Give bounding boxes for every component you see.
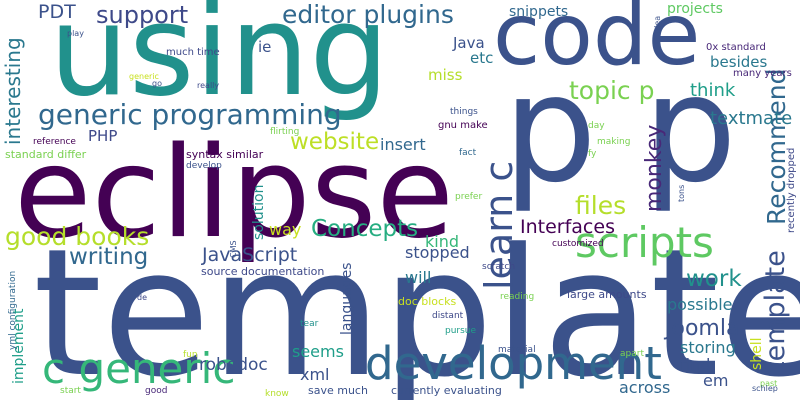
word-xml: xml	[300, 365, 330, 384]
word-development: development	[365, 337, 662, 390]
word-making: making	[597, 137, 631, 147]
word-large-amounts: large amounts	[567, 288, 647, 301]
word-interfaces: Interfaces	[520, 216, 615, 238]
word-fact: fact	[459, 148, 477, 158]
word-generic-programming: generic programming	[38, 98, 342, 131]
word-start: start	[60, 386, 81, 396]
word-kind: kind	[425, 232, 460, 251]
word-way: way	[269, 220, 302, 239]
word-work: work	[686, 266, 742, 292]
word-java: Java	[453, 34, 485, 52]
word-gnu-make: gnu make	[438, 120, 488, 131]
word-customized: customized	[552, 239, 604, 249]
word-insert: insert	[380, 135, 426, 154]
word-pursue: pursue	[445, 326, 477, 336]
word-de: de	[137, 293, 147, 302]
word-php: PHP	[88, 127, 118, 145]
word-0x-standard: 0x standard	[706, 42, 766, 53]
word-yml-configuration: yml configuration	[8, 270, 18, 350]
word-stopped: stopped	[405, 243, 470, 262]
word-p-first: p	[503, 43, 597, 215]
word-reference: reference	[33, 137, 76, 147]
word-miss: miss	[428, 66, 463, 84]
word-generic-small: generic	[129, 72, 159, 81]
word-monkey: monkey	[642, 124, 667, 212]
word-seems: seems	[292, 342, 344, 361]
word-template-vertical: template	[760, 250, 791, 372]
word-day: day	[588, 121, 605, 131]
word-much-time: much time	[166, 47, 220, 58]
word-distant: distant	[432, 311, 464, 321]
word-develop: develop	[186, 161, 222, 171]
word-solution: solution	[251, 184, 267, 240]
word-possible: possible	[667, 295, 733, 314]
word-support: support	[96, 1, 189, 29]
word-storing: storing	[680, 338, 736, 357]
word-play: play	[67, 29, 84, 38]
word-think: think	[690, 80, 736, 101]
word-syntax-similar: syntax similar	[186, 148, 264, 161]
word-snippets: snippets	[509, 4, 569, 20]
word-fun: fun	[183, 350, 198, 360]
word-recently-dropped: recently dropped	[786, 147, 797, 233]
word-material: material	[498, 345, 536, 355]
word-good-books: good books	[5, 222, 150, 251]
word-joomla: Joomla	[665, 316, 740, 341]
word-template-large: template	[33, 211, 800, 400]
word-etc: etc	[470, 49, 494, 67]
word-good: good	[145, 386, 168, 396]
word-idea: idea	[653, 15, 662, 33]
word-tons: tons	[677, 184, 686, 202]
word-website: website	[290, 129, 380, 155]
word-languages: languages	[339, 262, 355, 335]
word-tear: tear	[300, 319, 319, 329]
word-p-second: p	[643, 43, 737, 215]
word-save-much: save much	[308, 384, 368, 397]
word-files: files	[575, 191, 627, 220]
word-using: using	[49, 0, 390, 124]
word-many-years: many years	[733, 68, 792, 79]
word-concepts: Concepts	[311, 216, 419, 242]
word-topic-p: topic p	[569, 76, 655, 105]
word-scratch: scratch	[482, 262, 516, 272]
word-em: em	[703, 371, 729, 390]
word-ie: ie	[258, 38, 272, 56]
word-eclipse: eclipse	[14, 119, 454, 266]
word-prefer: prefer	[455, 192, 483, 202]
word-textmate: textmate	[710, 108, 793, 129]
word-editor-plugins: editor plugins	[282, 0, 454, 29]
word-c-generic: c generic	[42, 344, 236, 393]
word-shell: shell	[749, 337, 765, 370]
word-besides: besides	[710, 53, 768, 71]
word-scripts: scripts	[575, 218, 714, 267]
word-robodoc: robodoc	[199, 355, 268, 375]
word-things: things	[450, 107, 478, 117]
word-go: go	[152, 79, 162, 88]
word-find: find	[680, 355, 711, 374]
word-code: code	[493, 0, 701, 85]
word-writing: writing	[69, 244, 149, 270]
word-projects: projects	[667, 1, 723, 17]
word-know: know	[265, 389, 289, 399]
word-past: past	[760, 379, 778, 388]
word-reading: reading	[500, 292, 535, 302]
word-source-documentation: source documentation	[201, 265, 325, 278]
word-schlep: schlep	[752, 384, 778, 393]
word-javascript: JavaScript	[202, 244, 298, 266]
word-across: across	[619, 378, 671, 397]
word-currently-evaluating: currently evaluating	[391, 384, 502, 397]
word-fy: fy	[588, 149, 597, 159]
word-interesting: interesting	[1, 37, 25, 145]
word-standard-differ: standard differ	[5, 148, 87, 161]
word-doc-blocks: doc blocks	[398, 295, 457, 308]
word-flirting: flirting	[270, 127, 300, 137]
word-apart: apart	[620, 349, 644, 359]
word-cms: CMS	[229, 240, 238, 258]
word-pdt: PDT	[38, 1, 76, 23]
word-will: will	[405, 268, 432, 287]
word-really: really	[197, 81, 220, 90]
